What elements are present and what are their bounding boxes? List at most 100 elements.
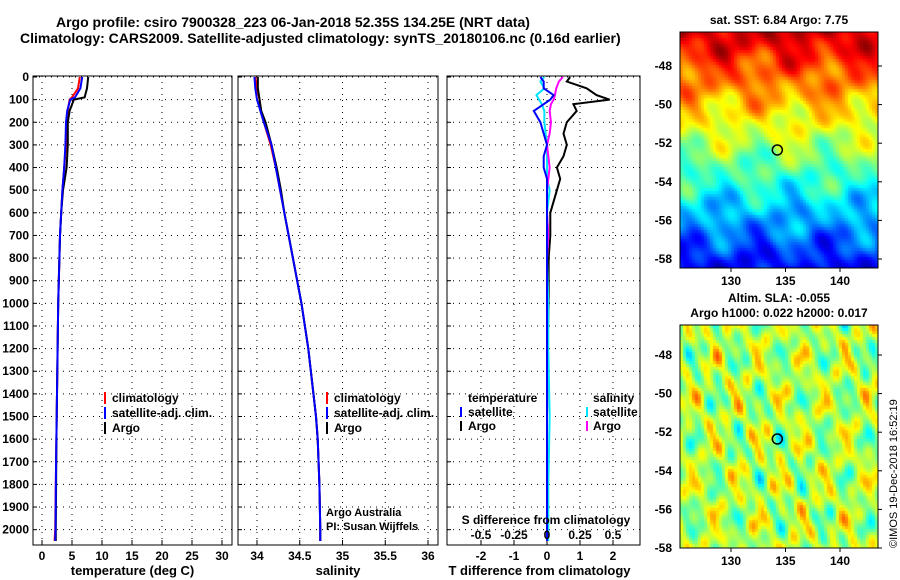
x2-tick-label: 0 <box>544 528 551 542</box>
title-line-2: Climatology: CARS2009. Satellite-adjuste… <box>20 30 621 46</box>
y-tick-label: 0 <box>22 70 29 84</box>
map-lat-tick-label: -50 <box>655 98 673 112</box>
y-tick-label: 600 <box>9 206 29 220</box>
y-tick-label: 800 <box>9 251 29 265</box>
series-line-salinity-1 <box>253 76 322 541</box>
y-tick-label: 200 <box>9 115 29 129</box>
map-lat-tick-label: -56 <box>655 502 673 516</box>
map-lon-tick-label: 140 <box>830 274 850 288</box>
x-tick-label: 2 <box>610 549 617 563</box>
x-tick-label: 15 <box>125 549 139 563</box>
sla-map-image <box>680 325 878 548</box>
salinity-panel: 34 34.5 35 35.5 36 salinity climatologysatelli… <box>237 75 439 578</box>
y-tick-label: 1500 <box>2 410 29 424</box>
map-lat-tick-label: -54 <box>655 464 673 478</box>
y-tick-label: 1400 <box>2 387 29 401</box>
x-tick-label: 34.5 <box>288 549 312 563</box>
y-tick-label: 500 <box>9 183 29 197</box>
annotation-argo-australia: Argo Australia <box>326 507 402 519</box>
x-tick-label: 25 <box>185 549 199 563</box>
legend-label: satellite <box>468 405 513 419</box>
x2-tick-label: 0.5 <box>605 528 622 542</box>
x-tick-label: 34 <box>250 549 264 563</box>
x-tick-label: -2 <box>476 549 487 563</box>
legend-label: climatology <box>334 391 401 405</box>
series-line-temperature-argo <box>546 76 611 541</box>
x-axis-label-salinity-difference: S difference from climatology <box>462 513 631 527</box>
x-tick-label: 10 <box>95 549 109 563</box>
temperature-panel: 0 5 10 15 20 25 300100200300400500600700800900… <box>2 70 233 578</box>
x-tick-label: -1 <box>509 549 520 563</box>
sst-map-image <box>680 32 878 268</box>
map-lat-tick-label: -54 <box>655 175 673 189</box>
x-tick-label: 0 <box>544 549 551 563</box>
sla_map-frame <box>679 324 879 549</box>
sla-map-subtitle: Argo h1000: 0.022 h2000: 0.017 <box>690 306 868 320</box>
argo-position-marker <box>771 144 784 156</box>
sst_map-axes: 130 135 140 -48 -50 -52 -54 -56 -58 <box>655 31 882 288</box>
series-line-temperature-1 <box>54 76 84 542</box>
map-lat-tick-label: -58 <box>655 541 673 555</box>
y-tick-label: 1200 <box>2 342 29 356</box>
y-tick-label: 1800 <box>2 477 29 491</box>
y-tick-label: 100 <box>9 93 29 107</box>
sla-map-title: Altim. SLA: -0.055 <box>728 291 830 305</box>
map-lat-tick-label: -50 <box>655 387 673 401</box>
map-lat-tick-label: -58 <box>655 252 673 266</box>
legend-title-salinity: salinity <box>593 391 635 405</box>
map-lat-tick-label: -48 <box>655 59 673 73</box>
x-tick-label: 5 <box>69 549 76 563</box>
map-lat-tick-label: -48 <box>655 348 673 362</box>
legend-label: satellite <box>593 405 638 419</box>
legend-label: climatology <box>112 391 179 405</box>
x2-tick-label: -0.25 <box>500 528 528 542</box>
sst-map-title: sat. SST: 6.84 Argo: 7.75 <box>710 13 849 27</box>
map-lon-tick-label: 140 <box>830 554 850 568</box>
map-lat-tick-label: -52 <box>655 136 673 150</box>
y-tick-label: 900 <box>9 274 29 288</box>
y-tick-label: 1300 <box>2 364 29 378</box>
map-lon-tick-label: 135 <box>775 554 795 568</box>
title-line-1: Argo profile: csiro 7900328_223 06-Jan-2… <box>56 14 530 30</box>
credit-text: ©IMOS 19-Dec-2018 16:52:19 <box>888 399 900 548</box>
legend-label: Argo <box>593 419 621 433</box>
annotation-pi: PI: Susan Wijffels <box>326 521 418 533</box>
series-line-salinity-0 <box>254 76 322 541</box>
x-tick-label: 20 <box>155 549 169 563</box>
y-tick-label: 300 <box>9 138 29 152</box>
y-tick-label: 700 <box>9 228 29 242</box>
y-tick-label: 1100 <box>3 319 29 333</box>
y-tick-label: 1600 <box>2 432 29 446</box>
map-lon-tick-label: 130 <box>721 274 741 288</box>
series-line-salinity-2 <box>256 77 322 541</box>
x-tick-label: 1 <box>577 549 584 563</box>
map-lon-tick-label: 135 <box>775 274 795 288</box>
legend-label: Argo <box>334 421 362 435</box>
x-tick-label: 0 <box>39 549 46 563</box>
temperature-axes-frame <box>32 75 233 546</box>
y-tick-label: 2000 <box>2 523 29 537</box>
legend-label: satellite-adj. clim. <box>334 406 434 420</box>
x-tick-label: 36 <box>421 549 435 563</box>
salinity-axes-frame <box>237 75 439 546</box>
x-tick-label: 30 <box>215 549 229 563</box>
x-axis-label: salinity <box>316 563 362 578</box>
differences-panel: -2 -1 0 1 2T difference from climatology temp… <box>446 75 641 578</box>
x-axis-label: temperature (deg C) <box>71 563 195 578</box>
series-line-temperature-2 <box>54 76 90 541</box>
y-tick-label: 400 <box>9 161 29 175</box>
series-line-temperature-satellite <box>532 76 556 541</box>
legend-label: satellite-adj. clim. <box>112 406 212 420</box>
argo-position-marker <box>771 433 784 445</box>
sst_map-frame <box>679 31 879 269</box>
x-tick-label: 35 <box>336 549 350 563</box>
x2-tick-label: 0.25 <box>568 528 592 542</box>
legend-title-temperature: temperature <box>468 391 538 405</box>
y-tick-label: 1000 <box>2 296 29 310</box>
x-tick-label: 35.5 <box>374 549 398 563</box>
map-lat-tick-label: -52 <box>655 425 673 439</box>
map-lon-tick-label: 130 <box>721 554 741 568</box>
x-axis-label: T difference from climatology <box>448 563 631 578</box>
